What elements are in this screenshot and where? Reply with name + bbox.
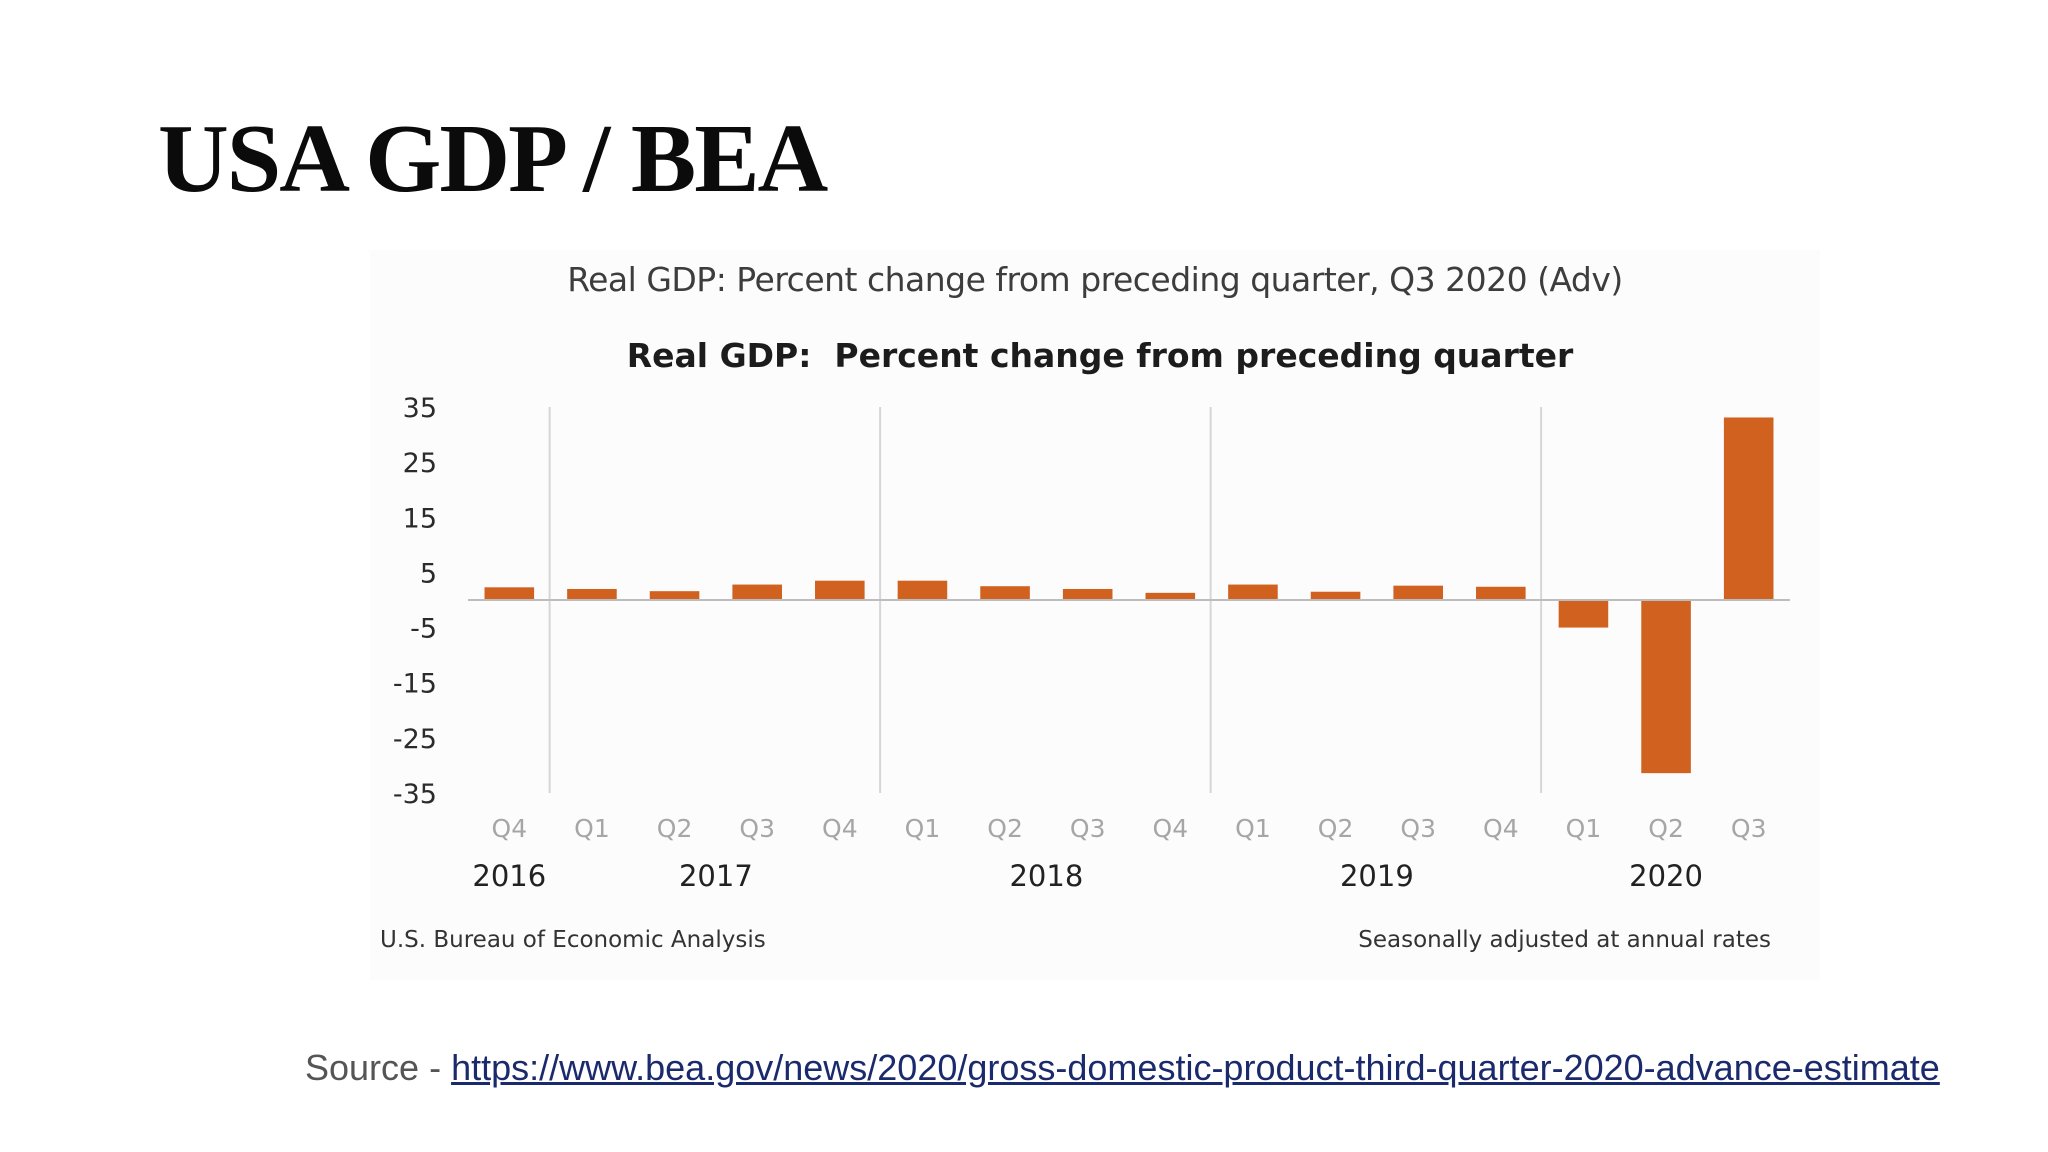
quarter-label: Q3 [1400, 814, 1436, 843]
y-tick-label: 35 [403, 393, 437, 424]
y-tick-label: -5 [410, 614, 437, 645]
bar [567, 588, 617, 600]
bar [1393, 585, 1443, 600]
x-axis-year-labels: 2016 2017 2018 2019 2020 [472, 859, 1703, 893]
quarter-label: Q4 [492, 814, 528, 843]
y-tick-label: 5 [420, 558, 437, 589]
bar [649, 591, 700, 600]
source-link[interactable]: https://www.bea.gov/news/2020/gross-dome… [451, 1047, 1940, 1088]
bar [1476, 586, 1526, 600]
chart-image: Real GDP: Percent change from preceding … [370, 250, 1820, 980]
bar [1062, 588, 1113, 600]
year-label: 2019 [1340, 859, 1414, 893]
bar [980, 586, 1030, 600]
quarter-label: Q1 [574, 814, 610, 843]
quarter-label: Q2 [657, 814, 693, 843]
source-note: U.S. Bureau of Economic Analysis [380, 927, 766, 953]
bar [1723, 417, 1774, 600]
year-label: 2017 [679, 859, 753, 893]
quarter-label: Q4 [1153, 814, 1189, 843]
x-axis-quarter-labels: Q4 Q1 Q2 Q3 Q4 Q1 Q2 Q3 Q4 Q1 Q2 Q3 Q4 Q1 Q2 Q3 [492, 814, 1767, 843]
quarter-label: Q3 [1070, 814, 1106, 843]
quarter-label: Q4 [1483, 814, 1519, 843]
quarter-label: Q3 [739, 814, 775, 843]
chart-title: Real GDP: Percent change from preceding … [627, 336, 1574, 375]
bar [1558, 600, 1609, 628]
quarter-label: Q1 [1235, 814, 1271, 843]
bar [815, 580, 865, 600]
bar [1310, 591, 1361, 600]
quarter-label: Q3 [1731, 814, 1767, 843]
seasonal-note: Seasonally adjusted at annual rates [1358, 927, 1771, 953]
bar [897, 580, 948, 600]
bar-series [484, 417, 1774, 774]
quarter-label: Q4 [822, 814, 858, 843]
y-tick-label: 25 [403, 448, 437, 479]
source-prefix: Source - [305, 1047, 452, 1088]
year-label: 2020 [1629, 859, 1703, 893]
year-label: 2018 [1009, 859, 1083, 893]
quarter-label: Q2 [1648, 814, 1684, 843]
bar [1228, 584, 1278, 600]
slide-title: USA GDP / BEA [158, 105, 828, 213]
y-tick-label: -25 [393, 724, 437, 755]
bar [1641, 600, 1691, 774]
quarter-label: Q1 [1566, 814, 1602, 843]
bar [732, 584, 782, 600]
y-axis-ticks: 35 25 15 5 -5 -15 -25 -35 [393, 393, 437, 810]
source-citation: Source - https://www.bea.gov/news/2020/g… [305, 1044, 1965, 1091]
quarter-label: Q2 [1318, 814, 1354, 843]
bar [484, 587, 535, 600]
y-tick-label: 15 [403, 503, 437, 534]
quarter-label: Q2 [987, 814, 1023, 843]
bar [1145, 592, 1196, 600]
quarter-label: Q1 [905, 814, 941, 843]
y-tick-label: -15 [393, 669, 437, 700]
y-tick-label: -35 [393, 779, 437, 810]
year-label: 2016 [472, 859, 546, 893]
chart-caption: Real GDP: Percent change from preceding … [567, 260, 1623, 299]
